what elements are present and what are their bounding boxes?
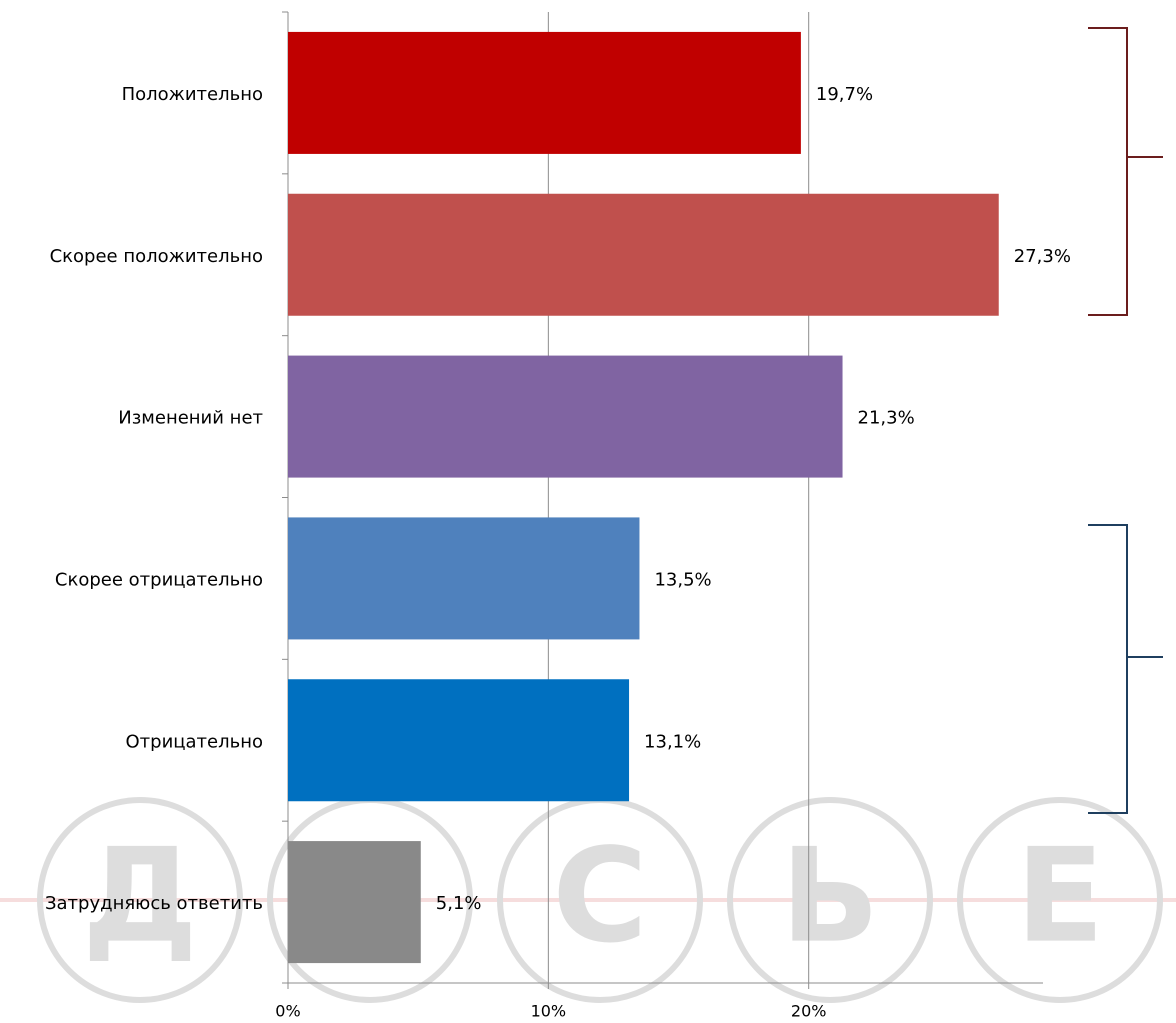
watermark-circle [957, 797, 1163, 1003]
value-label: 5,1% [436, 893, 482, 914]
watermark-letter: С [552, 820, 647, 972]
x-tick-label: 20% [791, 1002, 827, 1021]
watermark-circle [37, 797, 243, 1003]
value-label: 21,3% [858, 408, 915, 429]
bracket-negative [1088, 524, 1163, 814]
value-label: 27,3% [1014, 246, 1071, 267]
bracket-positive [1088, 27, 1163, 316]
bar [288, 679, 630, 802]
category-label: Отрицательно [125, 731, 263, 752]
category-label: Изменений нет [118, 408, 263, 429]
watermark-letter: Ь [780, 820, 879, 972]
category-label: Положительно [122, 84, 263, 105]
bar [288, 841, 421, 964]
bar [288, 193, 999, 316]
value-label: 13,1% [644, 731, 701, 752]
category-label: Затрудняюсь ответить [45, 893, 263, 914]
bar [288, 517, 640, 640]
x-tick-label: 10% [531, 1002, 567, 1021]
watermark-layer: ДОСЬЕ [0, 797, 1176, 1003]
value-label: 13,5% [654, 569, 711, 590]
x-tick-label: 0% [275, 1002, 300, 1021]
bar [288, 355, 843, 478]
watermark-letter: Д [82, 820, 198, 972]
value-label: 19,7% [816, 84, 873, 105]
watermark-letter: Е [1016, 820, 1105, 972]
watermark-circle [727, 797, 933, 1003]
bar [288, 31, 801, 154]
category-label: Скорее положительно [50, 246, 263, 267]
category-label: Скорее отрицательно [55, 569, 263, 590]
